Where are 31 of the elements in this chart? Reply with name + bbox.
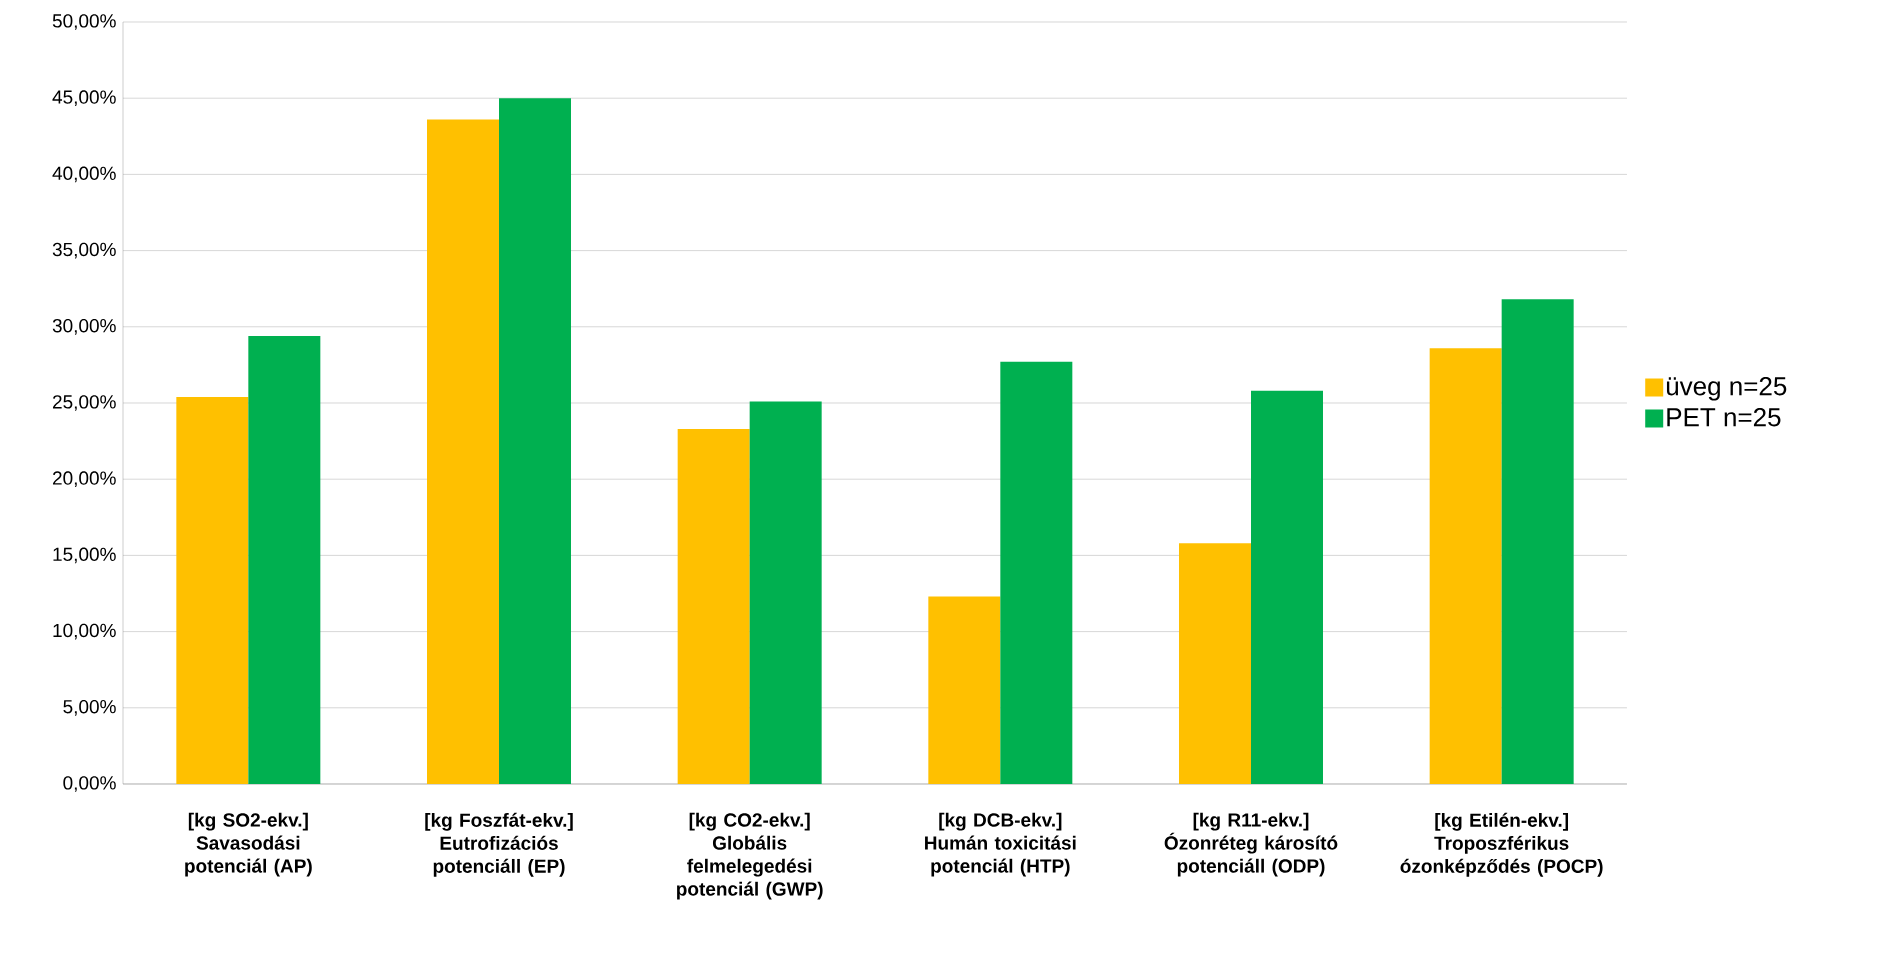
bar <box>677 428 750 784</box>
y-tick-label: 0,00% <box>63 776 116 792</box>
y-tick-label: 50,00% <box>52 14 116 30</box>
y-tick-label: 35,00% <box>52 242 116 259</box>
x-tick-label: [kg CO2-ekv.] Globális felmelegedési potenciál (GWP) <box>677 812 823 900</box>
bar <box>176 396 249 784</box>
y-tick-label: 30,00% <box>52 318 116 335</box>
x-tick-label: [kg SO2-ekv.] Savasodási potenciál (AP) <box>185 812 312 877</box>
x-tick-label: [kg Foszfát-ekv.] Eutrofizációs potenciáll (EP) <box>425 812 573 877</box>
bar <box>1429 348 1502 784</box>
x-tick-label: [kg DCB-ekv.] Humán toxicitási potenciál (HTP) <box>925 812 1076 877</box>
bar <box>499 98 571 784</box>
bar <box>1179 543 1251 784</box>
bar <box>1251 390 1323 784</box>
x-tick-label: [kg Etilén-ekv.] Troposzférikus ózonképződés (POCP) <box>1400 812 1603 877</box>
y-tick-label: 45,00% <box>52 90 116 107</box>
bar <box>248 335 321 784</box>
x-tick-label: [kg R11-ekv.] Ózonréteg károsító potenciáll (ODP) <box>1164 812 1338 877</box>
bar <box>1501 299 1574 784</box>
legend-label: PET n=25 <box>1667 407 1781 427</box>
bar <box>1000 361 1073 784</box>
y-tick-label: 15,00% <box>53 547 116 564</box>
y-tick-label: 40,00% <box>52 166 116 183</box>
y-tick-label: 5,00% <box>63 699 116 716</box>
y-tick-label: 20,00% <box>52 471 116 488</box>
bar <box>928 596 1001 784</box>
bar <box>749 401 822 784</box>
y-tick-label: 10,00% <box>53 623 116 640</box>
y-tick-label: 25,00% <box>52 395 116 411</box>
legend-label: üveg n=25 <box>1666 377 1787 401</box>
bar <box>427 119 499 784</box>
